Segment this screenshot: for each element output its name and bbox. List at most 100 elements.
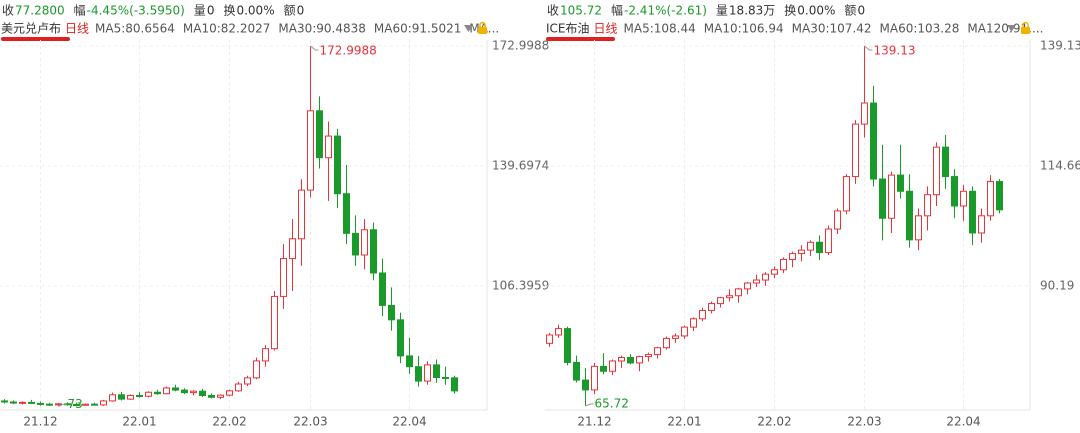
candle-body (690, 318, 697, 328)
candle-body (154, 391, 161, 395)
candle-body (906, 190, 913, 241)
candle-body (942, 146, 949, 178)
candle-body (307, 110, 314, 191)
ma-indicator: MA10:106.94 (704, 22, 784, 36)
x-tick-label: 22.04 (392, 415, 426, 429)
candle-body (780, 258, 787, 271)
y-tick-label: 139.13 (1040, 38, 1080, 52)
quote-value: 0 (857, 4, 865, 18)
candle-body (289, 238, 296, 260)
candle-body (555, 328, 562, 336)
y-tick-label: 106.3959 (492, 278, 549, 292)
period: 日线 (594, 22, 618, 36)
candle-body (406, 355, 413, 368)
dropdown-icon (1007, 25, 1016, 32)
candle-body (573, 361, 580, 381)
candle-body (388, 304, 395, 321)
candle-body (10, 401, 17, 404)
candle-body (442, 376, 449, 379)
ma-indicator: MA30:107.42 (792, 22, 872, 36)
x-tick-label: 22.03 (847, 415, 881, 429)
quote-label: 额 (284, 4, 296, 18)
quote-label: 幅 (74, 3, 86, 18)
candle-body (55, 403, 62, 406)
candle-body (370, 229, 377, 274)
instrument-name: 美元兑卢布 (1, 21, 61, 36)
candle-body (708, 303, 715, 311)
candle-body (82, 403, 89, 406)
candle-body (217, 394, 224, 398)
candle-body (127, 395, 134, 400)
max-annotation: 172.9988 (320, 43, 377, 57)
candle-body (334, 135, 341, 195)
candle-body (636, 356, 643, 364)
candle-body (735, 288, 742, 297)
candle-body (699, 309, 706, 320)
candle-body (37, 402, 44, 405)
candle-body (280, 258, 287, 297)
ma-indicator: MA60:91.5021 (374, 22, 462, 36)
quote-value: 18.83万 (729, 4, 775, 18)
x-tick-label: 22.01 (122, 415, 156, 429)
lock-shackle (1022, 21, 1029, 27)
candle-body (717, 297, 724, 305)
min-leader (58, 403, 67, 407)
candle-body (190, 390, 197, 394)
candle-body (807, 241, 814, 251)
x-tick-label: 22.01 (667, 415, 701, 429)
lock-icon (1021, 27, 1030, 34)
candle-body (424, 364, 431, 382)
candle-body (933, 146, 940, 196)
candle-body (145, 391, 152, 397)
candle-body (73, 404, 80, 407)
y-tick-label: 172.9988 (492, 38, 549, 52)
x-tick-label: 22.04 (946, 415, 980, 429)
candle-body (609, 360, 616, 372)
candle-body (816, 241, 823, 254)
candle-body (843, 176, 850, 212)
candle-body (208, 395, 215, 398)
ma-indicator: MA30:90.4838 (278, 22, 366, 36)
candle-body (415, 366, 422, 382)
candle-body (627, 357, 634, 364)
quote-label: 收 (547, 4, 559, 18)
min-annotation: 65.72 (595, 396, 629, 410)
candle-body (1, 400, 8, 403)
candle-body (262, 348, 269, 362)
candle-body (226, 390, 233, 396)
ma-indicator: MA10:82.2027 (183, 22, 271, 36)
candle-body (852, 123, 859, 178)
x-tick-label: 22.02 (757, 415, 791, 429)
candle-body (199, 390, 206, 397)
candle-body (987, 180, 994, 217)
x-tick-label: 22.02 (212, 415, 246, 429)
quote-label: 收 (2, 4, 14, 18)
quote-label: 换 (223, 4, 235, 18)
candle-body (951, 176, 958, 207)
candle-body (744, 282, 751, 290)
candle-body (46, 403, 53, 406)
dropdown-icon (464, 25, 473, 32)
quote-value: 0.00% (236, 4, 274, 18)
candle-body (825, 228, 832, 254)
candle-body (163, 387, 170, 395)
candle-body (915, 215, 922, 241)
candle-body (618, 357, 625, 362)
candle-body (798, 249, 805, 255)
ma-indicator: MA5:80.6564 (95, 22, 175, 36)
ma-indicator: MA60:103.28 (880, 22, 960, 36)
candle-body (28, 401, 35, 404)
quote-value: 0.00% (797, 4, 835, 18)
candle-body (654, 347, 661, 356)
quote-value: 105.72 (560, 4, 602, 18)
candle-body (546, 334, 553, 344)
candle-body (870, 102, 877, 180)
quote-label: 额 (844, 4, 856, 18)
candle-body (771, 269, 778, 275)
candle-body (978, 215, 985, 234)
candle-body (136, 395, 143, 398)
candle-body (996, 180, 1003, 211)
candle-body (681, 326, 688, 337)
candle-body (897, 174, 904, 192)
